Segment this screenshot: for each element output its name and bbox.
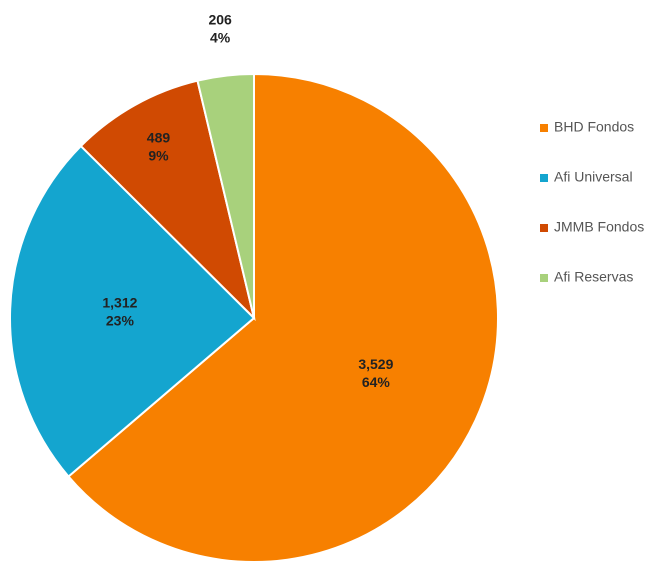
legend-swatch: [540, 174, 548, 182]
legend-label: BHD Fondos: [554, 119, 634, 135]
pie-slice: [196, 72, 255, 319]
legend-label: JMMB Fondos: [554, 219, 644, 235]
pie-slice: [9, 144, 256, 478]
slice-value-label: 489: [147, 129, 171, 145]
legend-label: Afi Universal: [554, 169, 633, 185]
legend-swatch: [540, 274, 548, 282]
slice-value-label: 3,529: [358, 356, 393, 372]
slice-percent-label: 23%: [106, 313, 135, 329]
slice-value-label: 1,312: [102, 295, 137, 311]
slice-percent-label: 9%: [148, 147, 169, 163]
pie-slice: [67, 72, 499, 563]
slice-percent-label: 4%: [210, 29, 231, 45]
legend-swatch: [540, 124, 548, 132]
legend-swatch: [540, 224, 548, 232]
slice-value-label: 206: [208, 11, 232, 27]
legend-label: Afi Reservas: [554, 269, 633, 285]
slice-percent-label: 64%: [362, 374, 391, 390]
